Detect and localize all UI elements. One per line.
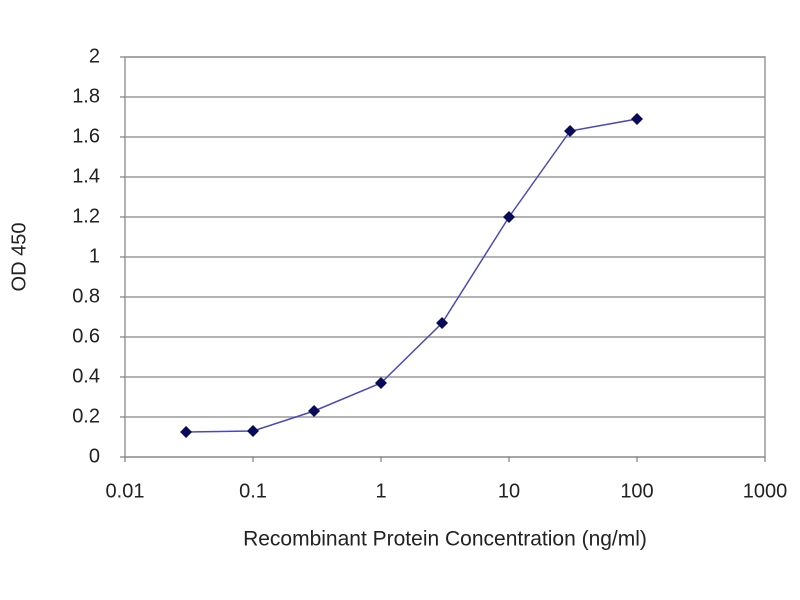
y-tick-label: 1.8 bbox=[72, 85, 100, 107]
line bbox=[186, 118, 638, 433]
y-tick-label: 1.2 bbox=[72, 205, 100, 227]
y-tick-label: 0.4 bbox=[72, 365, 100, 387]
marker bbox=[247, 425, 259, 437]
y-tick-label: 0.8 bbox=[72, 285, 100, 307]
y-tick-label: 0.2 bbox=[72, 405, 100, 427]
y-tick-label: 1.6 bbox=[72, 125, 100, 147]
x-tick-label: 1 bbox=[375, 480, 386, 502]
x-axis-label: Recombinant Protein Concentration (ng/ml… bbox=[243, 528, 647, 551]
y-tick-label: 0 bbox=[89, 445, 100, 467]
x-tick-label: 10 bbox=[498, 480, 520, 502]
marker bbox=[180, 426, 193, 438]
marker bbox=[564, 125, 577, 137]
y-axis-label: OD 450 bbox=[8, 223, 30, 292]
x-tick-label: 0.1 bbox=[239, 480, 267, 502]
marker bbox=[375, 377, 387, 389]
y-tick-label: 2 bbox=[89, 45, 100, 67]
marker bbox=[503, 211, 515, 223]
y-tick-label: 1.4 bbox=[72, 165, 100, 187]
marker bbox=[631, 113, 643, 125]
marker bbox=[308, 405, 321, 417]
y-tick-label: 1 bbox=[89, 245, 100, 267]
x-tick-label: 1000 bbox=[743, 480, 788, 502]
y-tick-label: 0.6 bbox=[72, 325, 100, 347]
marker bbox=[436, 317, 449, 329]
x-tick-label: 0.01 bbox=[106, 480, 145, 502]
x-tick-label: 100 bbox=[620, 480, 653, 502]
